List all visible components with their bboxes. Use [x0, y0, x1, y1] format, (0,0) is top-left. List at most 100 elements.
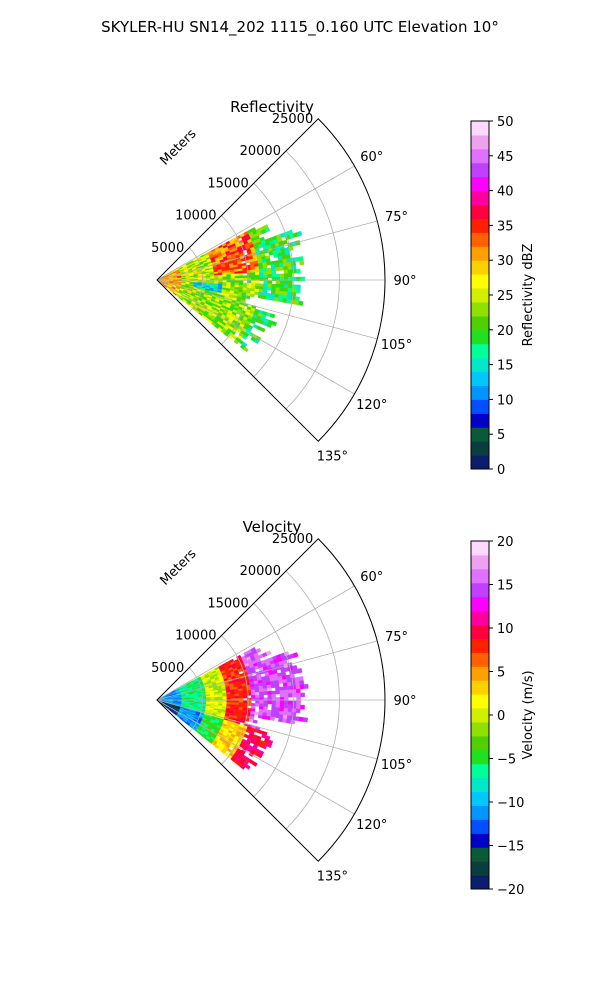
radar-cell [286, 681, 292, 687]
colorbar-swatch [471, 218, 489, 233]
radar-cell [291, 689, 297, 694]
range-tick-label: 5000 [151, 241, 184, 256]
radar-cell [251, 761, 258, 767]
radar-cell [287, 708, 293, 713]
velocity-panel: Velocity 60° 75° 90° 105° 120° 135° 5000 10000 1… [151, 518, 536, 898]
range-tick-label: 10000 [175, 209, 216, 224]
radar-cell [241, 334, 248, 340]
colorbar-label: Reflectivity dBZ [521, 244, 536, 347]
range-tick-label: 25000 [272, 112, 313, 127]
colorbar-tick-label: 10 [497, 622, 514, 637]
colorbar-swatch [471, 162, 489, 178]
theta-tick-label: 135° [317, 449, 348, 464]
colorbar-tick-label: 5 [497, 666, 505, 681]
radar-cell [267, 283, 273, 288]
radar-cell [271, 690, 277, 695]
colorbar-swatch [471, 596, 489, 612]
radar-cell [282, 298, 288, 304]
radar-cell [243, 346, 249, 353]
radar-cell [295, 688, 301, 694]
colorbar-swatch [471, 833, 489, 848]
radar-cell [250, 692, 256, 696]
colorbar-swatch [471, 638, 489, 653]
radar-cell [226, 276, 232, 279]
colorbar-swatch [471, 357, 489, 373]
radar-cell [283, 273, 289, 278]
colorbar-tick-label: 15 [497, 359, 514, 374]
radar-cell [234, 275, 240, 279]
range-tick-label: 15000 [207, 176, 248, 191]
radar-cell [234, 693, 240, 697]
radar-cell [242, 700, 248, 704]
radar-cell [283, 287, 289, 293]
radar-cell [248, 718, 254, 723]
azimuth-line [156, 165, 355, 281]
radar-cell [263, 691, 268, 695]
colorbar-swatch [471, 427, 489, 442]
radar-cell [297, 668, 303, 674]
reflectivity-colorbar: 0 5 10 15 20 25 30 35 40 45 50 Reflectivity dBZ [470, 115, 536, 478]
velocity-polar-plot: 60° 75° 90° 105° 120° 135° 5000 10000 15000 20000… [151, 532, 416, 885]
radar-cell [291, 284, 297, 289]
radar-cell [279, 704, 285, 709]
radar-cell [283, 704, 289, 709]
theta-tick-label: 135° [317, 869, 348, 884]
radar-cell [286, 261, 292, 267]
radar-cell [294, 716, 300, 722]
theta-tick-label: 120° [356, 818, 387, 833]
radar-cell [283, 689, 289, 694]
radar-cell [261, 744, 267, 750]
radar-cell [254, 271, 260, 276]
colorbar-swatch [471, 861, 489, 876]
radar-cell [259, 271, 264, 276]
radial-axis-label: Meters [158, 546, 200, 588]
sector-frame [156, 538, 386, 862]
radar-cell [254, 291, 260, 296]
radar-cell [255, 700, 260, 704]
radial-axis-label: Meters [158, 126, 200, 168]
radar-cell [275, 287, 281, 292]
radar-cell [222, 696, 227, 699]
colorbar-swatch [471, 763, 489, 779]
radar-cell [279, 280, 285, 285]
radar-cell [254, 711, 260, 716]
colorbar-tick-label: 15 [497, 579, 514, 594]
azimuth-line [156, 699, 378, 760]
radar-cell [295, 708, 301, 714]
theta-tick-label: 60° [360, 570, 383, 585]
radar-cell [254, 691, 260, 696]
radar-cell [258, 268, 264, 273]
colorbar-swatch [471, 749, 489, 765]
radar-cell [296, 696, 301, 702]
theta-tick-label: 90° [393, 694, 416, 709]
radar-cell [274, 713, 280, 719]
radar-cell [242, 270, 248, 274]
radar-cell [283, 707, 289, 713]
radar-cell [242, 695, 248, 699]
radar-cell [265, 295, 271, 301]
radar-cell [227, 334, 233, 340]
colorbar-swatch [471, 301, 489, 317]
colorbar-swatch [471, 371, 489, 386]
radar-cell [291, 712, 297, 717]
radar-cell [234, 700, 240, 704]
colorbar-swatch [471, 875, 489, 890]
radar-cell [267, 270, 272, 275]
radar-cell [283, 269, 289, 274]
radar-cell [287, 273, 293, 278]
radar-cell [287, 685, 293, 691]
radar-cell [271, 270, 277, 275]
velocity-colorbar: −20 −15 −10 −5 0 5 10 15 20 Velocity (m/s) [470, 535, 536, 898]
radar-cell [278, 717, 284, 723]
azimuth-line [156, 279, 378, 340]
radar-cell [298, 716, 304, 722]
radar-cell [263, 280, 269, 285]
colorbar-tick-label: −20 [497, 883, 524, 898]
radar-cell [292, 652, 299, 658]
radar-cell [234, 273, 240, 277]
radar-cell [287, 269, 293, 274]
radar-cell [250, 283, 256, 287]
colorbar-swatch [471, 329, 489, 345]
radar-cell [238, 273, 244, 277]
reflectivity-polar-plot: 60° 75° 90° 105° 120° 135° 5000 10000 15000 20000… [151, 112, 416, 465]
